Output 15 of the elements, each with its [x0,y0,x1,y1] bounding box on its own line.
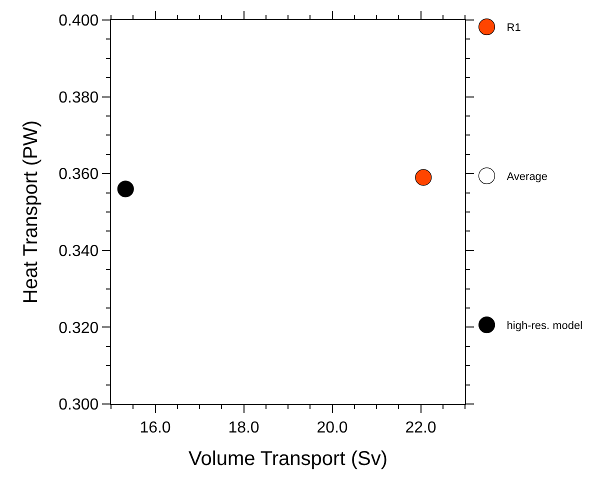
legend-label: R1 [506,22,521,34]
x-tick-label: 18.0 [228,419,260,436]
legend-label: Average [506,171,548,184]
y-tick-label: 0.320 [58,320,99,337]
y-tick-label: 0.400 [58,12,99,30]
x-tick-label: 20.0 [316,419,348,436]
y-tick-label: 0.380 [58,89,99,106]
y-tick-label: 0.360 [58,166,99,184]
y-tick-label: 0.340 [58,243,99,260]
x-tick-label: 16.0 [140,419,171,436]
y-tick-label: 0.300 [58,396,99,414]
y-axis-title: Heat Transport (PW) [20,120,42,304]
legend-label: high-res. model [506,320,583,332]
x-tick-label: 22.0 [405,419,436,436]
x-axis-title: Volume Transport (Sv) [188,448,388,470]
